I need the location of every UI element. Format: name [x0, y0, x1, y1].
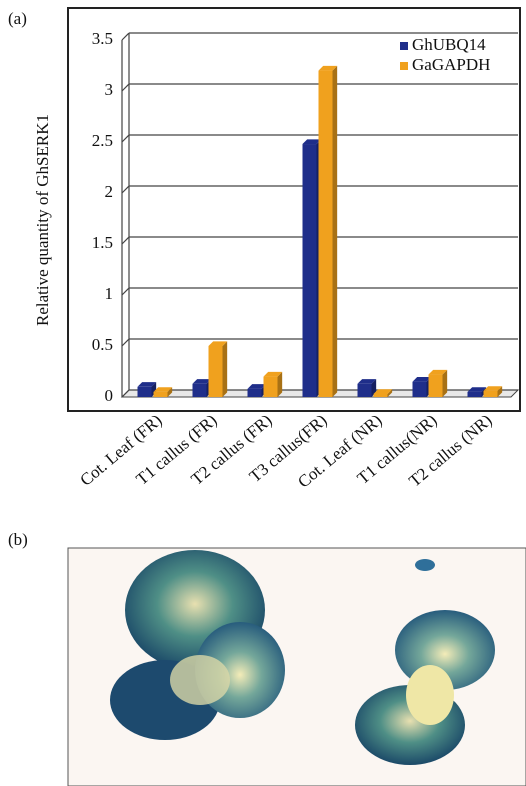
bar	[138, 387, 152, 397]
bar-side	[443, 370, 448, 397]
bar	[484, 391, 498, 397]
grid-depth	[122, 288, 129, 295]
grid-depth	[122, 135, 129, 142]
bar	[264, 377, 278, 397]
photo	[68, 548, 526, 786]
legend-swatch	[400, 42, 408, 50]
bar	[429, 375, 443, 397]
bar	[193, 384, 207, 397]
bar	[358, 384, 372, 397]
bar	[413, 382, 427, 397]
y-tick-label: 2.5	[92, 131, 113, 150]
bar	[154, 392, 168, 397]
page: {"chart_data": {"type": "bar", "panel_la…	[0, 0, 526, 786]
bar	[209, 346, 223, 397]
y-tick-label: 0.5	[92, 335, 113, 354]
y-tick-label: 2	[105, 182, 114, 201]
bar-side	[223, 341, 228, 397]
y-tick-label: 1.5	[92, 233, 113, 252]
y-tick-label: 3	[105, 80, 114, 99]
y-tick-label: 0	[105, 386, 114, 405]
bar	[303, 144, 317, 397]
legend-swatch	[400, 62, 408, 70]
bar	[374, 394, 388, 397]
grid-depth	[122, 339, 129, 346]
bar	[248, 389, 262, 397]
y-tick-label: 1	[105, 284, 114, 303]
grid-depth	[122, 33, 129, 40]
y-axis-title: Relative quantity of GhSERK1	[33, 114, 52, 326]
grid-depth	[122, 186, 129, 193]
bar-side	[333, 66, 338, 397]
panel-label: (a)	[8, 9, 27, 28]
grid-depth	[122, 84, 129, 91]
legend-label: GaGAPDH	[412, 55, 490, 74]
grid-depth	[122, 237, 129, 244]
y-tick-label: 3.5	[92, 29, 113, 48]
bar	[468, 392, 482, 397]
legend-label: GhUBQ14	[412, 35, 486, 54]
bar	[319, 71, 333, 397]
panel-label: (b)	[8, 530, 28, 549]
figure: (a) Relative quantity of GhSERK1 0 0.5 1 1.…	[0, 0, 526, 786]
